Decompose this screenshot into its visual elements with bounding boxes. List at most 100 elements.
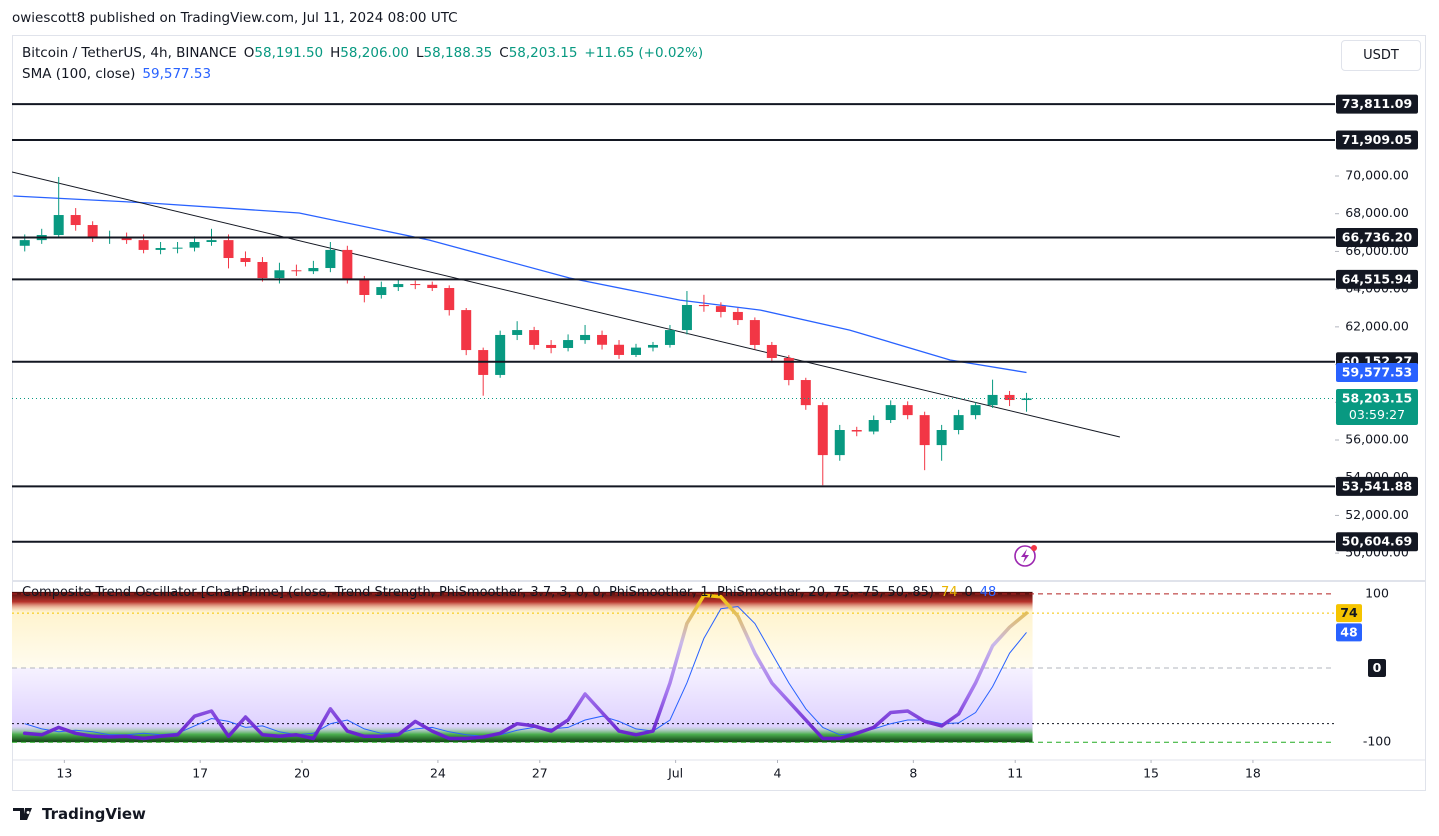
candle-body [817,405,828,456]
candle-body [359,280,370,295]
candle-body [444,288,455,311]
candle-body [631,347,642,355]
ohlc-name: L [416,45,424,61]
candle-body [155,248,166,250]
x-tick-label: 13 [56,766,72,781]
signal-value-label: 48 [1340,624,1357,639]
change: +11.65 [584,45,635,61]
indicator-name: SMA (100, close) [22,66,136,82]
symbol-legend: Bitcoin / TetherUS, 4h, BINANCE O58,191.… [22,45,703,61]
candle-body [715,306,726,312]
candle-body [868,420,879,432]
brand-logo [13,808,32,820]
y-tick-label: -100 [1363,734,1391,749]
candle-body [393,284,404,288]
last-price-label: 58,203.15 [1342,390,1412,405]
candle-body [240,258,251,262]
oscillator-title: Composite Trend Oscillator [ChartPrime] … [22,585,934,600]
candle-body [257,261,268,279]
y-tick-label: 56,000.00 [1345,432,1409,447]
price-pane [12,171,1121,486]
y-tick-label: 100 [1365,585,1389,600]
candle-body [291,270,302,272]
ohlc-item: H58,206.00 [330,45,409,61]
x-tick-label: 4 [774,766,782,781]
level-box [1336,476,1418,496]
candle-body [223,240,234,259]
candle-body [766,344,777,358]
brand-name: TradingView [42,805,146,823]
candle-body [172,247,183,249]
level-label: 73,811.09 [1342,96,1412,111]
y-tick-label: 52,000.00 [1345,507,1409,522]
candle-body [274,270,285,279]
candle-body [664,330,675,345]
ohlc-item: C58,203.15 [499,45,577,61]
candle-body [885,405,896,421]
candle-body [936,430,947,446]
ohlc-name: H [330,45,341,61]
sma-label: 59,577.53 [1342,365,1412,380]
candle-body [953,415,964,431]
level-box [1336,94,1418,114]
countdown-label: 03:59:27 [1349,407,1405,422]
candle-body [189,241,200,248]
candle-body [206,240,217,242]
x-tick-label: 27 [532,766,548,781]
candle-body [342,249,353,281]
x-tick-label: 15 [1143,766,1159,781]
indicator-legend: SMA (100, close) 59,577.53 [22,66,211,82]
published-note: owiescott8 published on TradingView.com,… [12,10,458,26]
level-box [1336,130,1418,150]
upper-band [12,591,1033,612]
candle-body [138,240,149,250]
level-label: 66,736.20 [1342,230,1413,245]
level-box [1336,269,1418,289]
ohlc-value: 58,188.35 [423,45,493,61]
sma-box [1336,363,1418,383]
candle-body [597,334,608,345]
candle-body [783,357,794,381]
candle-body [53,215,64,236]
sma-line [13,195,1027,374]
level-label: 53,541.88 [1342,478,1412,493]
currency-button[interactable]: USDT [1341,40,1421,71]
ohlc-name: C [499,45,509,61]
ohlc-value: 58,206.00 [340,45,410,61]
candle-body [698,304,709,307]
ohlc-item: O58,191.50 [244,45,323,61]
level-label: 64,515.94 [1342,271,1413,286]
candle-body [325,249,336,269]
candle-body [732,311,743,321]
candle-body [580,334,591,341]
candle-body [461,310,472,351]
x-tick-label: Jul [667,766,683,781]
ohlc-value: 58,203.15 [508,45,578,61]
x-tick-label: 17 [192,766,208,781]
candle-body [647,344,658,348]
candle-body [121,237,132,241]
oscillator-legend: Composite Trend Oscillator [ChartPrime] … [22,585,996,600]
y-tick-label: 0 [1373,660,1382,675]
candle-body [749,320,760,345]
trend-value-box [1336,604,1362,623]
candle-body [1004,394,1015,401]
change-percent: (+0.02%) [638,45,704,61]
x-tick-label: 8 [909,766,917,781]
candle-body [19,240,30,246]
oscillator-legend-value: 48 [979,585,997,600]
candle-body [987,394,998,406]
trend-line [22,593,1029,741]
trend-value-label: 74 [1340,605,1358,620]
level-box [1336,532,1418,552]
level-label: 71,909.05 [1342,132,1412,147]
lower-band [12,726,1033,743]
candle-body [614,344,625,355]
y-tick-label: 70,000.00 [1345,167,1409,182]
last-price-box [1336,388,1418,425]
candle-body [70,215,81,226]
x-tick-label: 24 [430,766,446,781]
oscillator-legend-value: 0 [964,585,973,600]
level-box [1336,228,1418,248]
